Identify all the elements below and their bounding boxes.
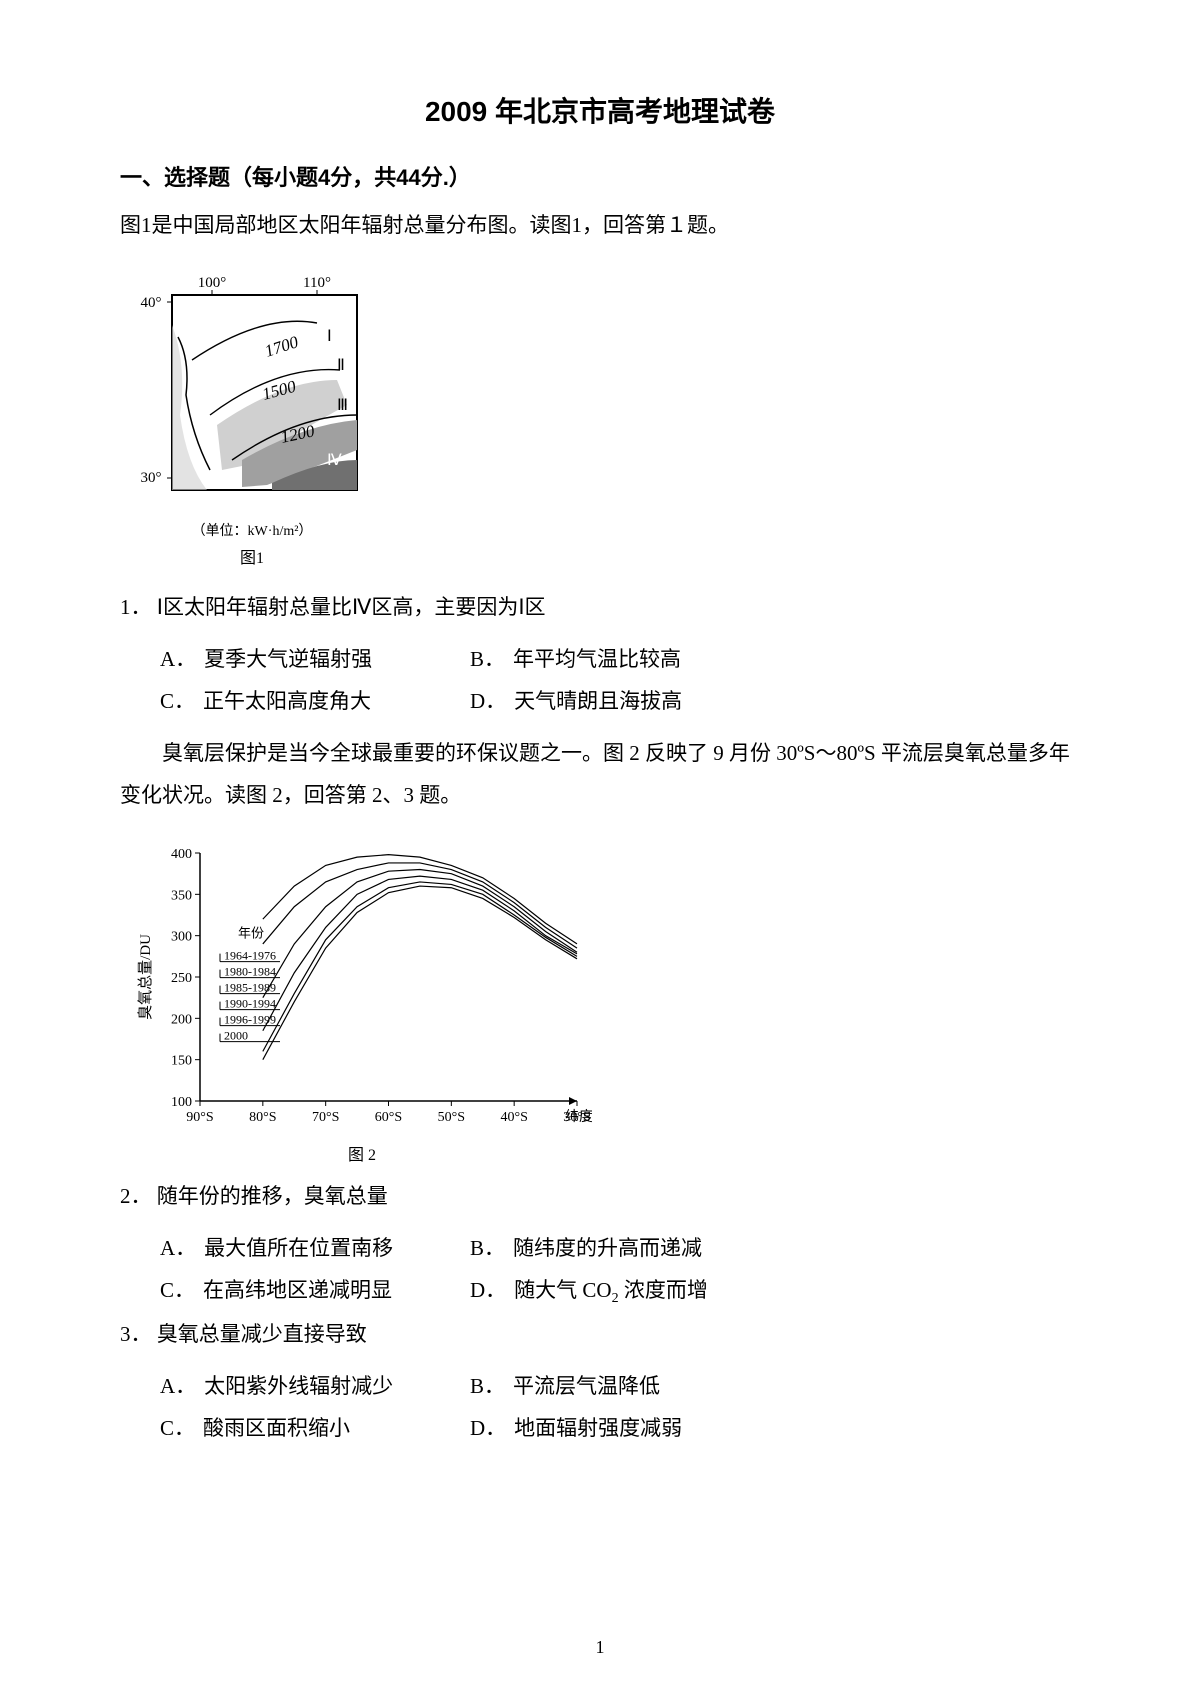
figure-2: 100 150 200 250 300 350 400 90°S 80°S 70°S 60°S 50°…	[132, 841, 1080, 1165]
q1-options: A． 夏季大气逆辐射强 B． 年平均气温比较高 C． 正午太阳高度角大 D． 天气晴朗且…	[120, 638, 1080, 722]
q2-text: 随年份的推移，臭氧总量	[157, 1184, 388, 1208]
page-number: 1	[0, 1637, 1200, 1658]
svg-text:Ⅲ: Ⅲ	[337, 397, 348, 414]
q3-opt-a-text: 太阳紫外线辐射减少	[204, 1374, 393, 1398]
svg-text:1990-1994: 1990-1994	[224, 996, 276, 1010]
exam-title: 2009 年北京市高考地理试卷	[120, 90, 1080, 130]
q1-number: 1．	[120, 595, 152, 619]
svg-text:年份: 年份	[238, 925, 264, 940]
figure-2-svg: 100 150 200 250 300 350 400 90°S 80°S 70°S 60°S 50°…	[132, 841, 592, 1131]
svg-text:Ⅳ: Ⅳ	[327, 452, 342, 469]
svg-text:100: 100	[171, 1095, 192, 1110]
q1-option-c: C． 正午太阳高度角大	[160, 680, 470, 722]
svg-text:50°S: 50°S	[438, 1110, 465, 1125]
q3-option-c: C． 酸雨区面积缩小	[160, 1407, 470, 1449]
question-2: 2． 随年份的推移，臭氧总量	[120, 1175, 1080, 1217]
q3-option-b: B． 平流层气温降低	[470, 1365, 780, 1407]
q2-option-b: B． 随纬度的升高而递减	[470, 1227, 780, 1269]
passage-2: 臭氧层保护是当今全球最重要的环保议题之一。图 2 反映了 9 月份 30ºS～8…	[120, 732, 1080, 816]
svg-text:150: 150	[171, 1053, 192, 1068]
svg-text:40°S: 40°S	[500, 1110, 527, 1125]
section-header: 一、选择题（每小题4分，共44分.）	[120, 160, 1080, 192]
q2-option-a: A． 最大值所在位置南移	[160, 1227, 470, 1269]
option-label-b: B．	[470, 1236, 505, 1260]
q3-options: A． 太阳紫外线辐射减少 B． 平流层气温降低 C． 酸雨区面积缩小 D． 地面辐射强度…	[120, 1365, 1080, 1449]
q3-text: 臭氧总量减少直接导致	[157, 1322, 367, 1346]
option-label-b: B．	[470, 647, 505, 671]
figure-1-caption: 图1	[132, 544, 372, 568]
q1-option-d: D． 天气晴朗且海拔高	[470, 680, 780, 722]
q1-opt-c-text: 正午太阳高度角大	[203, 689, 371, 713]
q3-opt-c-text: 酸雨区面积缩小	[203, 1416, 350, 1440]
svg-text:200: 200	[171, 1012, 192, 1027]
q2-opt-d-pre: 随大气 CO	[514, 1278, 611, 1302]
q2-opt-c-text: 在高纬地区递减明显	[203, 1278, 392, 1302]
q3-opt-d-text: 地面辐射强度减弱	[514, 1416, 682, 1440]
option-label-a: A．	[160, 647, 196, 671]
q1-text: Ⅰ区太阳年辐射总量比Ⅳ区高，主要因为Ⅰ区	[157, 595, 546, 619]
option-label-a: A．	[160, 1236, 196, 1260]
q1-opt-b-text: 年平均气温比较高	[513, 647, 681, 671]
option-label-a: A．	[160, 1374, 196, 1398]
q1-opt-a-text: 夏季大气逆辐射强	[204, 647, 372, 671]
q2-number: 2．	[120, 1184, 152, 1208]
q2-option-d: D． 随大气 CO2 浓度而增	[470, 1269, 780, 1313]
svg-text:70°S: 70°S	[312, 1110, 339, 1125]
svg-text:400: 400	[171, 847, 192, 862]
svg-text:350: 350	[171, 888, 192, 903]
q3-opt-b-text: 平流层气温降低	[513, 1374, 660, 1398]
option-label-d: D．	[470, 1278, 506, 1302]
svg-text:1700: 1700	[262, 332, 301, 361]
question-3: 3． 臭氧总量减少直接导致	[120, 1313, 1080, 1355]
q2-opt-a-text: 最大值所在位置南移	[204, 1236, 393, 1260]
figure-1: 100°110°40°30°170015001200ⅠⅡⅢⅣ （单位：kW·h/…	[132, 265, 1080, 568]
q1-option-b: B． 年平均气温比较高	[470, 638, 780, 680]
option-label-c: C．	[160, 689, 195, 713]
svg-text:1996-1999: 1996-1999	[224, 1012, 276, 1026]
svg-text:1980-1984: 1980-1984	[224, 964, 276, 978]
q3-option-d: D． 地面辐射强度减弱	[470, 1407, 780, 1449]
svg-text:1964-1976: 1964-1976	[224, 948, 276, 962]
option-label-c: C．	[160, 1416, 195, 1440]
svg-text:80°S: 80°S	[249, 1110, 276, 1125]
svg-text:1985-1989: 1985-1989	[224, 980, 276, 994]
svg-text:30°: 30°	[141, 470, 162, 486]
option-label-c: C．	[160, 1278, 195, 1302]
option-label-d: D．	[470, 689, 506, 713]
svg-text:2000: 2000	[224, 1028, 248, 1042]
q2-option-c: C． 在高纬地区递减明显	[160, 1269, 470, 1313]
svg-text:40°: 40°	[141, 295, 162, 311]
q1-opt-d-text: 天气晴朗且海拔高	[514, 689, 682, 713]
svg-text:臭氧总量/DU: 臭氧总量/DU	[137, 934, 154, 1020]
svg-text:60°S: 60°S	[375, 1110, 402, 1125]
svg-text:纬度: 纬度	[565, 1109, 592, 1125]
figure-1-svg: 100°110°40°30°170015001200ⅠⅡⅢⅣ	[132, 265, 372, 515]
question-1: 1． Ⅰ区太阳年辐射总量比Ⅳ区高，主要因为Ⅰ区	[120, 586, 1080, 628]
svg-text:250: 250	[171, 971, 192, 986]
option-label-d: D．	[470, 1416, 506, 1440]
svg-text:300: 300	[171, 929, 192, 944]
figure-1-unit: （单位：kW·h/m²）	[132, 520, 372, 540]
q1-option-a: A． 夏季大气逆辐射强	[160, 638, 470, 680]
intro-text-1: 图1是中国局部地区太阳年辐射总量分布图。读图1，回答第１题。	[120, 207, 1080, 245]
q2-opt-b-text: 随纬度的升高而递减	[513, 1236, 702, 1260]
q3-number: 3．	[120, 1322, 152, 1346]
q2-opt-d-post: 浓度而增	[619, 1278, 708, 1302]
svg-text:Ⅰ: Ⅰ	[327, 328, 332, 345]
svg-text:Ⅱ: Ⅱ	[337, 357, 345, 374]
q2-opt-d-sub: 2	[612, 1291, 619, 1306]
svg-text:90°S: 90°S	[186, 1110, 213, 1125]
svg-text:110°: 110°	[303, 275, 331, 291]
q2-options: A． 最大值所在位置南移 B． 随纬度的升高而递减 C． 在高纬地区递减明显 D． 随大…	[120, 1227, 1080, 1313]
option-label-b: B．	[470, 1374, 505, 1398]
figure-2-caption: 图 2	[132, 1141, 592, 1165]
svg-text:100°: 100°	[198, 275, 227, 291]
q3-option-a: A． 太阳紫外线辐射减少	[160, 1365, 470, 1407]
